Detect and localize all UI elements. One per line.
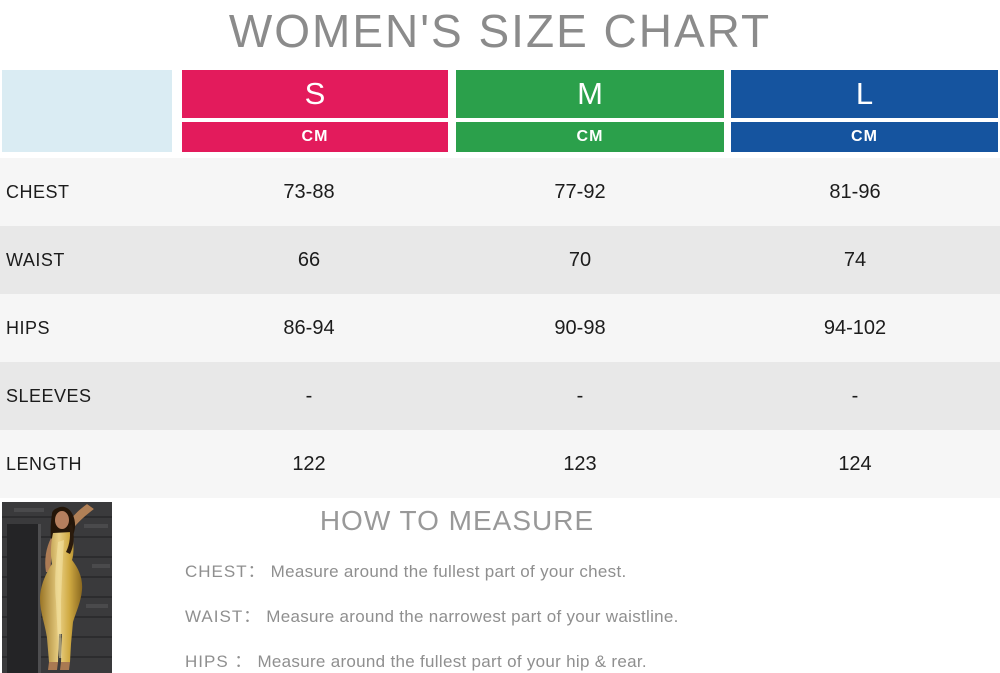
cell-hips-m: 90-98 <box>554 316 606 339</box>
column-size-l: L CM <box>731 70 998 152</box>
column-size-m: M CM <box>456 70 724 152</box>
how-to-measure-section: HOW TO MEASURE CHEST： Measure around the… <box>112 500 802 672</box>
measure-line-waist: WAIST： Measure around the narrowest part… <box>185 602 802 627</box>
cell-length-m: 123 <box>563 452 597 475</box>
measure-text: Measure around the fullest part of your … <box>257 652 647 671</box>
how-to-measure-heading: HOW TO MEASURE <box>319 505 595 536</box>
size-chart-body: CHEST 73-88 77-92 81-96 WAIST 66 70 74 H… <box>0 158 1000 498</box>
row-label: LENGTH <box>6 453 83 474</box>
measure-line-hips: HIPS ： Measure around the fullest part o… <box>185 647 802 672</box>
measure-label: CHEST： <box>185 562 266 581</box>
model-figure <box>40 504 94 670</box>
table-row-chest: CHEST 73-88 77-92 81-96 <box>0 158 1000 226</box>
row-label: HIPS <box>6 317 51 338</box>
measure-text: Measure around the narrowest part of you… <box>266 607 679 626</box>
size-header-l: L <box>731 70 998 118</box>
row-label: SLEEVES <box>6 385 92 406</box>
table-row-sleeves: SLEEVES - - - <box>0 362 1000 430</box>
head <box>55 511 69 529</box>
measure-text: Measure around the fullest part of your … <box>270 562 627 581</box>
unit-cell-m: CM <box>456 122 724 152</box>
size-header-s: S <box>182 70 448 118</box>
row-label: WAIST <box>6 249 65 270</box>
cell-chest-m: 77-92 <box>554 180 606 203</box>
unit-cell-s: CM <box>182 122 448 152</box>
cell-sleeves-s: - <box>305 384 313 407</box>
cell-chest-l: 81-96 <box>829 180 881 203</box>
measure-label: HIPS ： <box>185 652 253 671</box>
table-row-waist: WAIST 66 70 74 <box>0 226 1000 294</box>
page-title: WOMEN'S SIZE CHART <box>228 5 772 57</box>
product-photo <box>2 502 112 673</box>
row-label: CHEST <box>6 181 70 202</box>
cell-sleeves-l: - <box>851 384 859 407</box>
cell-length-s: 122 <box>292 452 326 475</box>
cell-waist-l: 74 <box>843 248 867 271</box>
measure-label: WAIST： <box>185 607 262 626</box>
column-size-s: S CM <box>182 70 448 152</box>
cell-length-l: 124 <box>838 452 872 475</box>
hair-strand <box>66 524 74 554</box>
measure-line-chest: CHEST： Measure around the fullest part o… <box>185 557 802 582</box>
cell-hips-s: 86-94 <box>283 316 335 339</box>
cell-waist-s: 66 <box>297 248 321 271</box>
table-row-length: LENGTH 122 123 124 <box>0 430 1000 498</box>
feet <box>48 662 70 670</box>
corner-cell <box>2 70 172 152</box>
size-chart-header: S CM M CM L CM <box>0 70 1000 152</box>
cell-sleeves-m: - <box>576 384 584 407</box>
unit-cell-l: CM <box>731 122 998 152</box>
table-row-hips: HIPS 86-94 90-98 94-102 <box>0 294 1000 362</box>
jumpsuit-sheen <box>55 540 64 658</box>
doorway <box>7 524 39 673</box>
size-header-m: M <box>456 70 724 118</box>
cell-hips-l: 94-102 <box>823 316 887 339</box>
cell-waist-m: 70 <box>568 248 592 271</box>
cell-chest-s: 73-88 <box>283 180 335 203</box>
